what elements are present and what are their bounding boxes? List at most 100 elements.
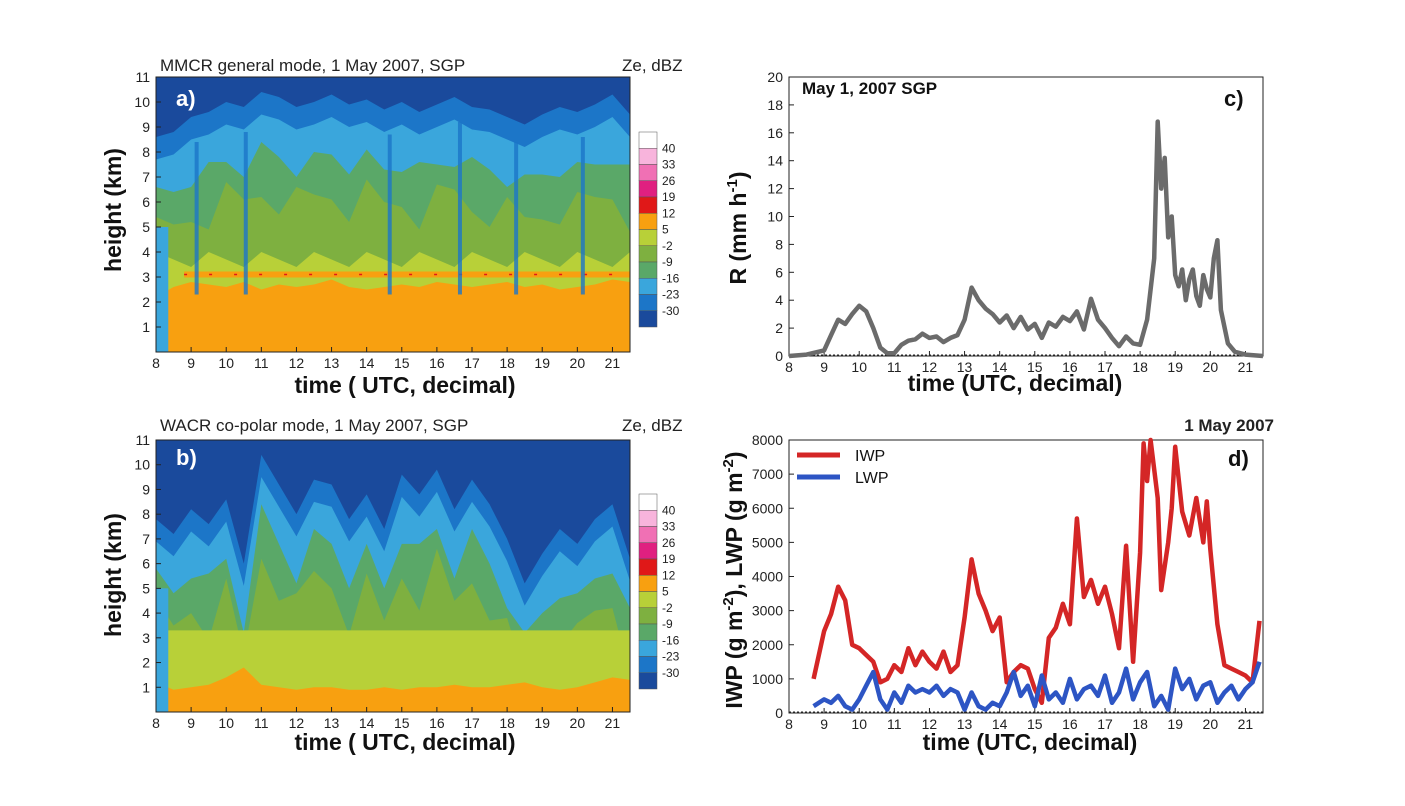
x-tick-label: 8 — [152, 355, 160, 371]
colorbar-level-label: 19 — [662, 552, 676, 566]
fall-streak — [387, 134, 392, 295]
series-lwp-line — [812, 661, 1262, 712]
panel-c-annotation: May 1, 2007 SGP — [802, 79, 937, 98]
panel-a-title: MMCR general mode, 1 May 2007, SGP — [160, 56, 465, 75]
x-tick-label: 12 — [922, 716, 938, 732]
x-tick-label: 15 — [1027, 359, 1043, 375]
colorbar-swatch — [638, 245, 658, 263]
x-tick-label: 16 — [429, 355, 445, 371]
y-tick-label: 3000 — [752, 603, 783, 619]
x-tick-label: 17 — [1097, 359, 1113, 375]
y-tick-label: 2 — [142, 294, 150, 310]
x-tick-label: 18 — [499, 355, 515, 371]
panel-b-unit-label: Ze, dBZ — [622, 416, 682, 435]
y-tick-label: 12 — [767, 181, 783, 197]
panel-b-colorbar: 40 33 26 19 12 5 -2 -9 -16 -23 -30 — [638, 493, 680, 690]
x-tick-label: 12 — [922, 359, 938, 375]
colorbar-level-label: 12 — [662, 568, 676, 582]
x-tick-label: 19 — [534, 715, 550, 731]
x-tick-label: 10 — [218, 715, 234, 731]
y-tick-label: 0 — [775, 705, 783, 721]
colorbar-level-label: -30 — [662, 304, 680, 318]
x-tick-label: 17 — [464, 715, 480, 731]
x-tick-label: 18 — [1132, 716, 1148, 732]
legend-lwp-label: LWP — [855, 470, 888, 487]
colorbar-level-label: -9 — [662, 255, 673, 269]
panel-d: 1 May 2007 8 9 10 11 12 13 14 15 16 17 18 19 20 21 0 10… — [720, 416, 1274, 755]
colorbar-swatch — [638, 510, 658, 527]
y-tick-label: 6000 — [752, 500, 783, 516]
colorbar-level-label: 19 — [662, 190, 676, 204]
x-tick-label: 21 — [1238, 716, 1254, 732]
x-tick-label: 19 — [1167, 359, 1183, 375]
x-tick-label: 11 — [887, 359, 902, 375]
panel-c-plot: 8 9 10 11 12 13 14 15 16 17 18 19 20 21 0 2 4 6 8 10 12 14 16 1… — [767, 69, 1264, 375]
y-tick-label: 6 — [142, 194, 150, 210]
y-tick-label: 8 — [142, 144, 150, 160]
y-tick-label: 7 — [142, 531, 150, 547]
heatmap-left-edge — [156, 227, 169, 352]
panel-d-label: d) — [1228, 446, 1249, 471]
x-tick-label: 12 — [289, 355, 305, 371]
x-tick-label: 16 — [1062, 359, 1078, 375]
x-tick-label: 21 — [605, 355, 621, 371]
colorbar-swatch — [638, 607, 658, 625]
x-tick-label: 9 — [187, 715, 195, 731]
colorbar-level-label: -23 — [662, 288, 680, 302]
plot-frame — [155, 439, 631, 713]
x-tick-label: 15 — [1027, 716, 1043, 732]
y-tick-label: 6 — [775, 264, 783, 280]
x-tick-label: 18 — [499, 715, 515, 731]
y-tick-label: 7 — [142, 169, 150, 185]
fall-streak — [580, 137, 585, 295]
y-tick-label: 20 — [767, 69, 783, 85]
plot-frame — [788, 76, 1264, 357]
y-tick-label: 5 — [142, 219, 150, 235]
y-tick-label: 2 — [142, 655, 150, 671]
x-tick-label: 8 — [785, 359, 793, 375]
colorbar-swatch — [638, 656, 658, 673]
y-tick-label: 0 — [775, 348, 783, 364]
y-tick-label: 4000 — [752, 569, 783, 585]
colorbar-level-label: 33 — [662, 158, 676, 172]
x-tick-label: 14 — [359, 715, 375, 731]
panel-d-annotation: 1 May 2007 — [1184, 416, 1274, 435]
x-tick-label: 19 — [534, 355, 550, 371]
panel-b-title: WACR co-polar mode, 1 May 2007, SGP — [160, 416, 468, 435]
x-tick-label: 13 — [324, 715, 340, 731]
panel-b-xlabel: time ( UTC, decimal) — [294, 729, 515, 755]
x-tick-label: 9 — [820, 359, 828, 375]
panel-a-colorbar: 40 33 26 19 12 5 -2 -9 -16 -23 -30 — [638, 131, 680, 328]
colorbar-level-label: 33 — [662, 520, 676, 534]
panel-a-unit-label: Ze, dBZ — [622, 56, 682, 75]
y-tick-label: 5 — [142, 580, 150, 596]
y-tick-label: 3 — [142, 269, 150, 285]
colorbar-swatch — [638, 310, 658, 328]
y-tick-label: 10 — [134, 94, 150, 110]
x-tick-label: 14 — [992, 716, 1008, 732]
panel-d-legend: IWP LWP — [797, 448, 888, 487]
colorbar-level-label: -16 — [662, 633, 680, 647]
y-tick-label: 16 — [767, 125, 783, 141]
x-tick-label: 9 — [187, 355, 195, 371]
colorbar-swatch — [638, 278, 658, 295]
y-tick-label: 1 — [142, 679, 150, 695]
colorbar-level-label: 12 — [662, 206, 676, 220]
panel-a: MMCR general mode, 1 May 2007, SGP Ze, d… — [100, 56, 682, 398]
y-tick-label: 14 — [767, 153, 783, 169]
x-tick-label: 20 — [1203, 716, 1219, 732]
panel-b-label: b) — [176, 445, 197, 470]
x-tick-label: 14 — [359, 355, 375, 371]
colorbar-level-label: -9 — [662, 617, 673, 631]
y-tick-label: 9 — [142, 119, 150, 135]
fall-streak — [243, 132, 248, 295]
colorbar-swatch — [638, 229, 658, 246]
colorbar-swatch — [638, 261, 658, 279]
panel-d-plot: 8 9 10 11 12 13 14 15 16 17 18 19 20 21 0 1000 2000 3000 4… — [752, 432, 1264, 732]
colorbar-level-label: 5 — [662, 585, 669, 599]
y-tick-label: 2000 — [752, 637, 783, 653]
x-tick-label: 17 — [1097, 716, 1113, 732]
x-tick-label: 19 — [1167, 716, 1183, 732]
